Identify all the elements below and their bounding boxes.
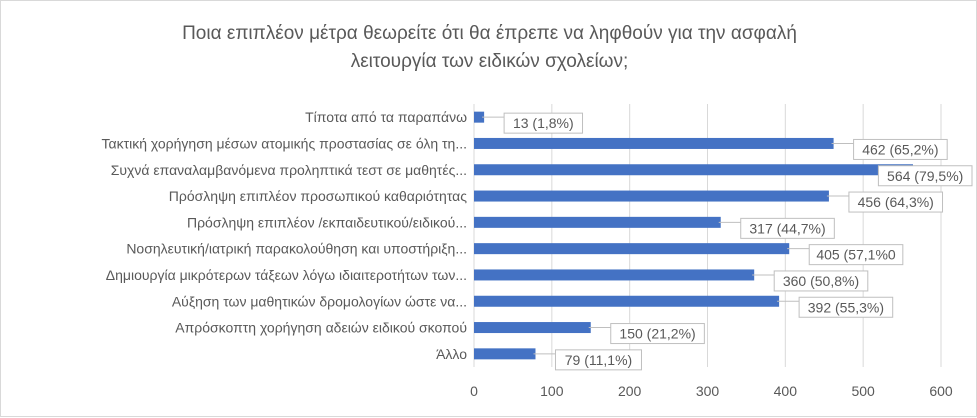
data-label: 462 (65,2%) [862, 141, 938, 157]
bar [474, 111, 485, 123]
data-label: 456 (64,3%) [858, 194, 934, 210]
x-tick-label: 400 [774, 383, 798, 399]
data-label: 360 (50,8%) [783, 273, 859, 289]
bar [474, 348, 536, 360]
data-label-box [503, 112, 584, 134]
data-label-box [877, 165, 973, 187]
category-label: Συχνά επαναλαμβανόμενα προληπτικά τεστ σ… [111, 162, 467, 178]
data-label-box [808, 244, 904, 266]
data-label-box [773, 270, 869, 292]
bar [474, 216, 721, 228]
chart-title-line-1: Ποια επιπλέον μέτρα θεωρείτε ότι θα έπρε… [182, 23, 797, 44]
data-label-box [740, 217, 835, 239]
data-label-box [554, 349, 642, 371]
data-label: 317 (44,7%) [749, 220, 825, 236]
category-label: Τίποτα από τα παραπάνω [305, 109, 467, 125]
bar [474, 243, 790, 255]
data-label: 564 (79,5%) [887, 168, 963, 184]
bar [474, 190, 829, 202]
bar [474, 137, 834, 149]
data-label: 392 (55,3%) [808, 299, 884, 315]
category-label: Νοσηλευτική/ιατρική παρακολούθηση και υπ… [126, 241, 467, 257]
x-tick-label: 200 [618, 383, 642, 399]
data-label-box [610, 323, 705, 345]
data-label-box [848, 191, 944, 213]
category-label: Πρόσληψη επιπλέον προσωπικού καθαριότητα… [169, 188, 467, 204]
bar [474, 164, 913, 176]
chart-title-line-2: λειτουργία των ειδικών σχολείων; [350, 51, 629, 72]
category-label: Δημιουργία μικρότερων τάξεων λόγω ιδιαιτ… [106, 267, 467, 283]
x-tick-label: 500 [851, 383, 875, 399]
bar [474, 322, 591, 334]
x-tick-label: 300 [696, 383, 720, 399]
x-tick-label: 100 [540, 383, 564, 399]
x-tick-label: 0 [470, 383, 478, 399]
data-label-box [853, 138, 948, 160]
x-tick-label: 600 [929, 383, 953, 399]
bar [474, 295, 780, 307]
category-label: Πρόσληψη επιπλέον /εκπαιδευτικού/ειδικού… [187, 214, 467, 230]
data-label: 13 (1,8%) [513, 115, 574, 131]
category-label: Αύξηση των μαθητικών δρομολογίων ώστε να… [172, 293, 467, 309]
data-label-box [798, 296, 894, 318]
bar [474, 269, 755, 281]
data-label: 79 (11,1%) [565, 352, 632, 368]
data-label: 405 (57,1%0 [816, 247, 896, 263]
category-label: Τακτική χορήγηση μέσων ατομικής προστασί… [101, 135, 467, 151]
data-label: 150 (21,2%) [619, 326, 695, 342]
category-label: Απρόσκοπτη χορήγηση αδειών ειδικού σκοπο… [175, 320, 467, 336]
category-label: Άλλο [436, 346, 467, 362]
